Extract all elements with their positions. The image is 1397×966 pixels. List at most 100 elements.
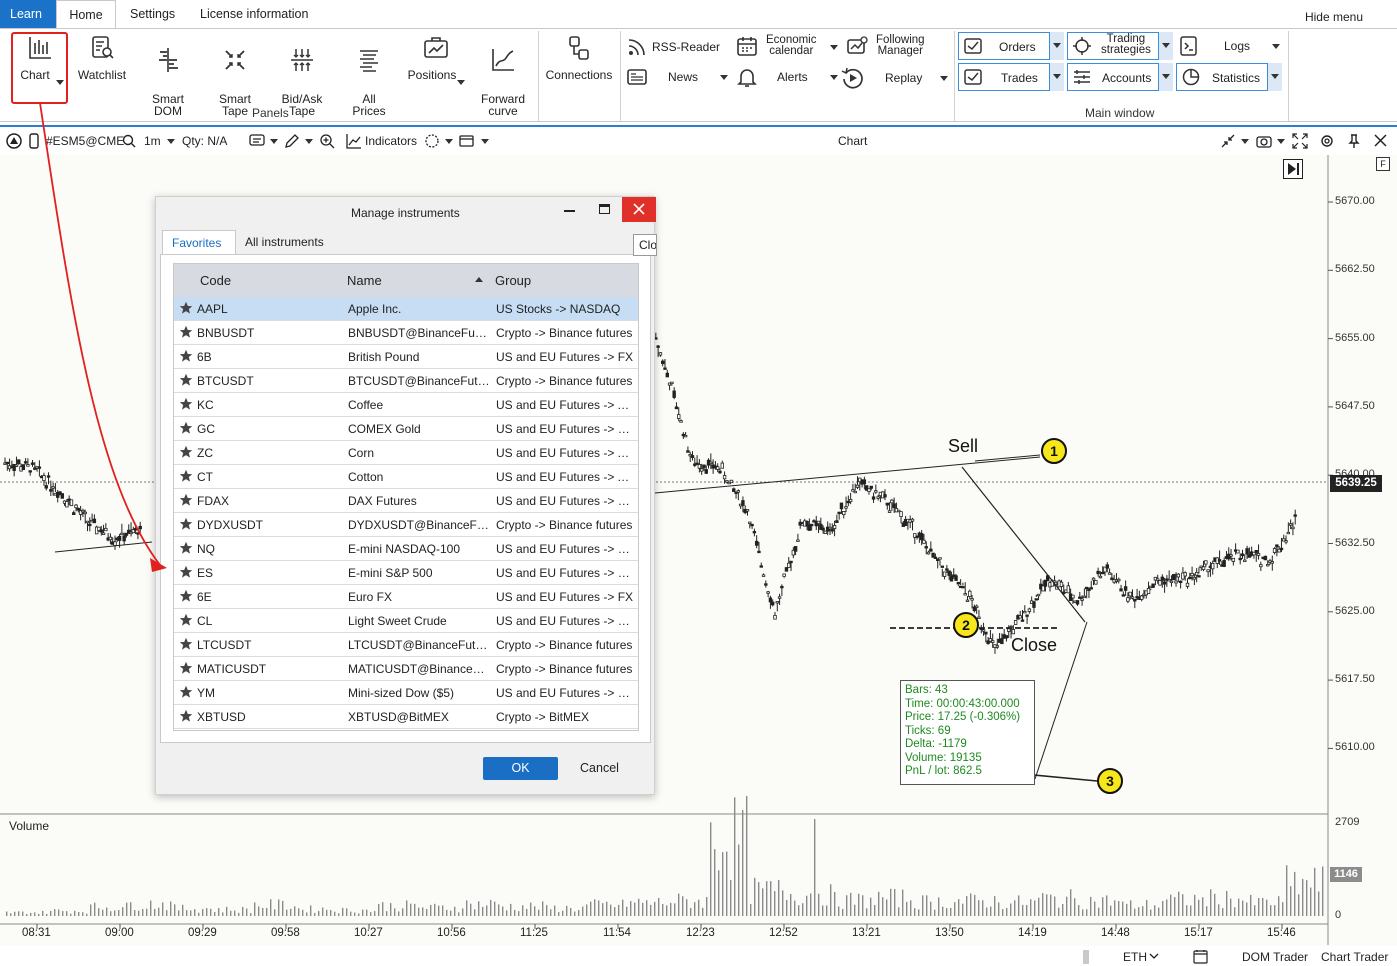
tab-settings[interactable]: Settings (130, 7, 176, 21)
table-row[interactable]: 6B British Pound US and EU Futures -> FX (174, 345, 638, 369)
indicators-button[interactable]: Indicators (365, 134, 418, 148)
smart-tape-button[interactable]: Smart Tape (211, 33, 259, 117)
table-row[interactable]: ES E-mini S&P 500 US and EU Futures -> Equ… (174, 561, 638, 585)
chevron-down-icon[interactable] (167, 139, 175, 144)
camera-icon[interactable] (1256, 133, 1272, 149)
smart-dom-button[interactable]: Smart DOM (144, 33, 192, 117)
star-icon[interactable] (179, 397, 193, 411)
bid-ask-tape-button[interactable]: Bid/Ask Tape (275, 33, 329, 117)
column-group[interactable]: Group (495, 273, 532, 288)
all-prices-button[interactable]: All Prices (346, 33, 392, 117)
table-row[interactable]: YM Mini-sized Dow ($5) US and EU Futures -… (174, 681, 638, 705)
chevron-down-icon[interactable] (481, 139, 489, 144)
star-icon[interactable] (179, 349, 193, 363)
chevron-down-icon[interactable] (445, 139, 453, 144)
ok-button[interactable]: OK (483, 757, 558, 780)
positions-button[interactable]: Positions (405, 33, 467, 85)
table-row[interactable]: CL Light Sweet Crude US and EU Futures -> … (174, 609, 638, 633)
column-code[interactable]: Code (200, 273, 232, 288)
cancel-button[interactable]: Cancel (562, 757, 637, 780)
phone-icon[interactable] (29, 133, 39, 149)
session-selector[interactable]: ETH (1123, 950, 1147, 964)
pin-icon[interactable] (1347, 133, 1361, 149)
star-icon[interactable] (179, 493, 193, 507)
chevron-down-icon[interactable] (1272, 44, 1280, 49)
chevron-down-icon[interactable] (56, 80, 64, 85)
connections-button[interactable]: Connections (544, 33, 614, 81)
orders-dropdown[interactable] (1050, 32, 1064, 60)
news-button[interactable]: News (626, 66, 730, 88)
zoom-in-icon[interactable] (319, 133, 335, 149)
dom-trader-button[interactable]: DOM Trader (1242, 950, 1309, 964)
star-icon[interactable] (179, 589, 193, 603)
maximize-icon[interactable] (599, 204, 610, 214)
chevron-down-icon[interactable] (940, 76, 948, 81)
chevron-down-icon[interactable] (457, 80, 465, 85)
table-row[interactable]: DYDXUSDT DYDXUSDT@BinanceFutures Crypto ->… (174, 513, 638, 537)
pencil-icon[interactable] (284, 133, 300, 149)
table-row[interactable]: BTCUSDT BTCUSDT@BinanceFutures Crypto -> B… (174, 369, 638, 393)
trades-dropdown[interactable] (1050, 63, 1064, 91)
following-manager-button[interactable]: Following Manager (846, 34, 950, 59)
chevron-down-icon[interactable] (270, 139, 278, 144)
scrollbar-thumb[interactable] (1083, 950, 1089, 964)
table-row[interactable]: CT Cotton US and EU Futures -> Agriculture (174, 465, 638, 489)
star-icon[interactable] (179, 613, 193, 627)
star-icon[interactable] (179, 421, 193, 435)
watchlist-button[interactable]: Watchlist (74, 33, 130, 81)
qty-field[interactable]: Qty: N/A (182, 134, 228, 148)
hide-menu-button[interactable]: Hide menu (1304, 10, 1363, 24)
table-row[interactable]: XBTUSD XBTUSD@BitMEX Crypto -> BitMEX (174, 705, 638, 729)
crosshair-icon[interactable] (424, 133, 440, 149)
tab-favorites[interactable]: Favorites (162, 230, 236, 254)
tab-license-information[interactable]: License information (200, 7, 309, 21)
star-icon[interactable] (179, 373, 193, 387)
star-icon[interactable] (179, 517, 193, 531)
tab-home[interactable]: Home (56, 0, 116, 28)
star-icon[interactable] (179, 445, 193, 459)
column-name[interactable]: Name (347, 273, 382, 288)
tab-all-instruments[interactable]: All instruments (245, 235, 324, 249)
chevron-down-icon[interactable] (720, 75, 728, 80)
fullscreen-icon[interactable] (1292, 133, 1308, 149)
table-row[interactable]: BNBUSDT BNBUSDT@BinanceFutures Crypto -> B… (174, 321, 638, 345)
economic-calendar-button[interactable]: Economic calendar (736, 34, 840, 59)
star-icon[interactable] (179, 637, 193, 651)
star-icon[interactable] (179, 565, 193, 579)
table-row[interactable]: KC Coffee US and EU Futures -> Agriculture (174, 393, 638, 417)
minimize-icon[interactable] (564, 210, 575, 212)
rss-reader-button[interactable]: RSS-Reader (626, 36, 730, 58)
collapse-icon[interactable] (1220, 133, 1236, 149)
chevron-down-icon[interactable] (830, 75, 838, 80)
calendar-icon[interactable] (1193, 949, 1208, 964)
chat-icon[interactable] (249, 133, 265, 149)
logs-button[interactable]: Logs (1178, 35, 1284, 57)
table-row[interactable]: AAPL Apple Inc. US Stocks -> NASDAQ (174, 297, 638, 321)
replay-button[interactable]: Replay (840, 65, 950, 91)
table-row[interactable]: NQ E-mini NASDAQ-100 US and EU Futures -> … (174, 537, 638, 561)
table-row[interactable]: MATICUSDT MATICUSDT@BinanceFutures Crypto … (174, 657, 638, 681)
chevron-down-icon[interactable] (830, 45, 838, 50)
statistics-dropdown[interactable] (1268, 63, 1282, 91)
chart-button[interactable]: Chart (14, 33, 66, 85)
star-icon[interactable] (179, 325, 193, 339)
star-icon[interactable] (179, 661, 193, 675)
star-icon[interactable] (179, 469, 193, 483)
table-row[interactable]: 6E Euro FX US and EU Futures -> FX (174, 585, 638, 609)
star-icon[interactable] (179, 301, 193, 315)
chart-trader-button[interactable]: Chart Trader (1321, 950, 1389, 964)
flag-icon[interactable]: F (1376, 157, 1390, 171)
layout-icon[interactable] (459, 133, 475, 149)
scroll-to-end-button[interactable] (1283, 159, 1303, 179)
statistics-button[interactable]: Statistics (1176, 63, 1268, 91)
table-row[interactable]: ZC Corn US and EU Futures -> Agriculture (174, 441, 638, 465)
trading-strategies-button[interactable]: Trading strategies (1067, 32, 1159, 60)
gear-icon[interactable] (1319, 133, 1335, 149)
tab-learn[interactable]: Learn (0, 0, 56, 28)
chevron-down-icon[interactable] (305, 139, 313, 144)
alerts-button[interactable]: Alerts (736, 66, 840, 88)
star-icon[interactable] (179, 685, 193, 699)
dialog-close-button[interactable] (622, 197, 656, 222)
chevron-down-icon[interactable] (1277, 139, 1285, 144)
accounts-button[interactable]: Accounts (1067, 63, 1159, 91)
